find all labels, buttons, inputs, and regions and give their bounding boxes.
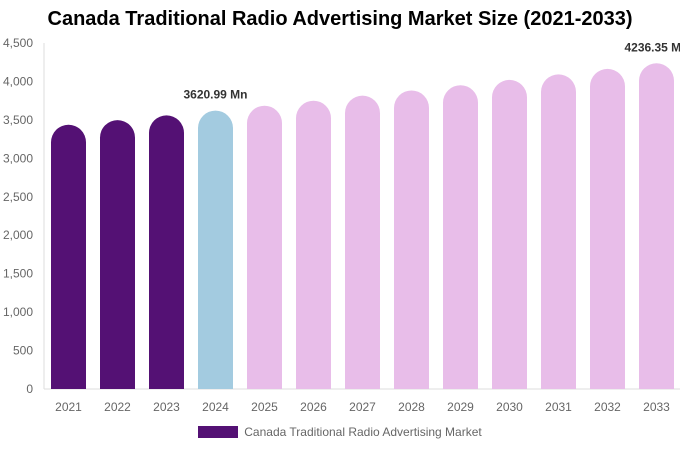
legend-label: Canada Traditional Radio Advertising Mar… <box>244 425 482 439</box>
legend: Canada Traditional Radio Advertising Mar… <box>0 425 680 439</box>
bar-2032 <box>590 68 625 389</box>
bar-2031 <box>541 74 576 389</box>
x-tick-label: 2033 <box>643 400 670 414</box>
bar-2029 <box>443 85 478 389</box>
bar-2023 <box>149 115 184 390</box>
y-tick-label: 500 <box>13 344 33 358</box>
x-tick-label: 2023 <box>153 400 180 414</box>
y-tick-label: 1,500 <box>3 267 33 281</box>
bar-2026 <box>296 100 331 390</box>
bar-2025 <box>247 105 282 390</box>
bar-2024 <box>198 110 233 389</box>
x-tick-label: 2021 <box>55 400 82 414</box>
x-tick-label: 2031 <box>545 400 572 414</box>
bar-2028 <box>394 90 429 390</box>
x-tick-label: 2030 <box>496 400 523 414</box>
bar-2022 <box>100 120 135 389</box>
y-tick-label: 4,500 <box>3 36 33 50</box>
x-tick-label: 2032 <box>594 400 621 414</box>
x-tick-label: 2024 <box>202 400 229 414</box>
y-tick-label: 0 <box>26 382 33 396</box>
bar-2033 <box>639 63 674 389</box>
bar-2030 <box>492 79 527 389</box>
y-tick-label: 2,000 <box>3 228 33 242</box>
y-tick-label: 3,000 <box>3 151 33 165</box>
y-tick-label: 1,000 <box>3 305 33 319</box>
x-tick-label: 2022 <box>104 400 131 414</box>
legend-swatch <box>198 426 239 438</box>
x-tick-label: 2026 <box>300 400 327 414</box>
bar-2021 <box>51 124 86 389</box>
x-tick-label: 2028 <box>398 400 425 414</box>
x-tick-label: 2029 <box>447 400 474 414</box>
data-label-2024: 3620.99 Mn <box>183 88 247 102</box>
y-tick-label: 3,500 <box>3 113 33 127</box>
x-tick-label: 2027 <box>349 400 376 414</box>
x-tick-label: 2025 <box>251 400 278 414</box>
y-tick-label: 4,000 <box>3 74 33 88</box>
bar-2027 <box>345 95 380 390</box>
data-label-2033: 4236.35 Mn <box>624 40 680 54</box>
y-tick-label: 2,500 <box>3 190 33 204</box>
chart-title: Canada Traditional Radio Advertising Mar… <box>47 8 633 30</box>
